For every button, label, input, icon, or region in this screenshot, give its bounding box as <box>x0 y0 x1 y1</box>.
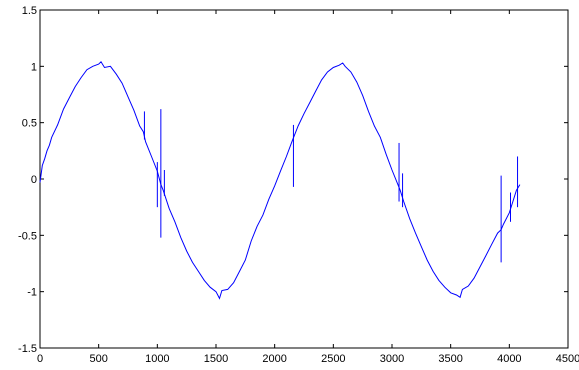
y-tick-label: -1.5 <box>18 343 37 355</box>
y-tick-label: 1.5 <box>22 5 37 17</box>
x-tick-label: 3500 <box>438 353 462 365</box>
x-tick-label: 1500 <box>204 353 228 365</box>
plot-area <box>39 9 569 349</box>
x-tick-label: 500 <box>89 353 107 365</box>
y-tick-label: 1 <box>31 61 37 73</box>
axis-ticks: 0 500 1000 1500 2000 2500 3000 3500 4000 4500 -1.5… <box>18 5 579 365</box>
x-tick-label: 4000 <box>497 353 521 365</box>
y-tick-label: 0.5 <box>22 118 37 130</box>
y-tick-label: -1 <box>27 287 37 299</box>
y-tick-label: -0.5 <box>18 230 37 242</box>
series-line <box>39 60 521 300</box>
y-tick-label: 0 <box>31 174 37 186</box>
x-tick-label: 2000 <box>262 353 286 365</box>
series-layer <box>39 60 521 300</box>
x-tick-label: 3000 <box>380 353 404 365</box>
x-tick-label: 2500 <box>321 353 345 365</box>
x-tick-label: 1000 <box>145 353 169 365</box>
x-tick-label: 0 <box>37 353 43 365</box>
x-tick-label: 4500 <box>556 353 579 365</box>
